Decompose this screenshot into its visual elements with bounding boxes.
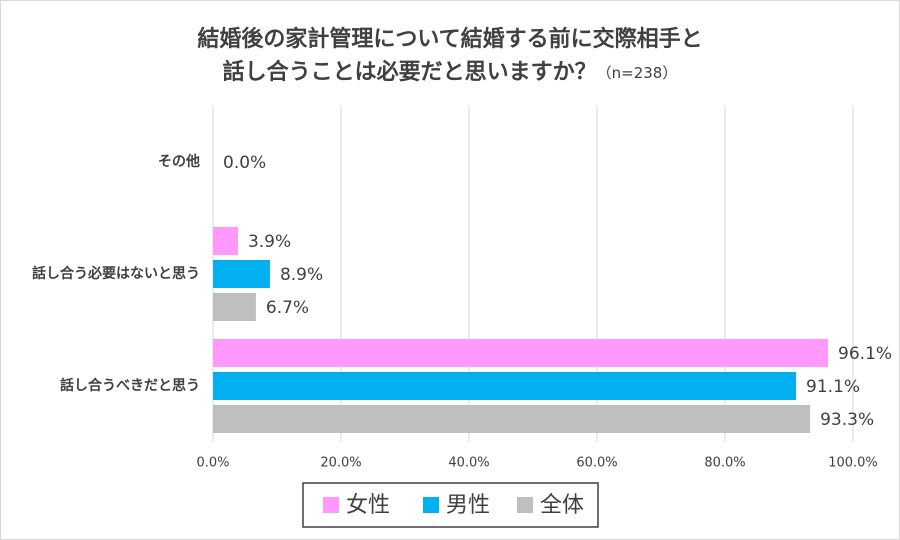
data-label: 8.9% <box>280 265 323 285</box>
legend-box <box>302 482 599 528</box>
data-label: 93.3% <box>820 410 874 430</box>
legend-label: 女性 <box>346 493 390 518</box>
chart-title: 話し合うことは必要だと思いますか？ <box>223 59 597 85</box>
legend-swatch <box>517 497 533 513</box>
bar <box>213 227 238 255</box>
data-label: 96.1% <box>838 344 892 364</box>
legend-swatch <box>423 497 439 513</box>
x-tick-label: 80.0% <box>704 456 745 471</box>
bar <box>213 260 270 288</box>
bar <box>213 405 811 433</box>
bar <box>213 339 829 367</box>
data-label: 3.9% <box>248 232 291 252</box>
x-tick-label: 0.0% <box>196 456 229 471</box>
bar <box>213 372 797 400</box>
chart-title: 話し合うことは必要だと思いますか？（n=238） <box>223 59 678 85</box>
chart-subtitle: （n=238） <box>597 64 678 82</box>
y-tick-label: その他 <box>158 153 200 170</box>
x-tick-label: 20.0% <box>320 456 361 471</box>
data-label: 6.7% <box>266 298 309 318</box>
legend-label: 全体 <box>540 493 584 518</box>
x-tick-label: 60.0% <box>576 456 617 471</box>
legend-label: 男性 <box>446 493 490 518</box>
y-tick-label: 話し合う必要はないと思う <box>32 265 200 282</box>
x-tick-label: 100.0% <box>828 456 878 471</box>
y-tick-label: 話し合うべきだと思う <box>60 377 200 394</box>
x-tick-label: 40.0% <box>448 456 489 471</box>
data-label: 0.0% <box>223 153 266 173</box>
legend-swatch <box>323 497 339 513</box>
chart-title: 結婚後の家計管理について結婚する前に交際相手と <box>197 26 702 52</box>
data-label: 91.1% <box>806 377 860 397</box>
bar <box>213 293 256 321</box>
